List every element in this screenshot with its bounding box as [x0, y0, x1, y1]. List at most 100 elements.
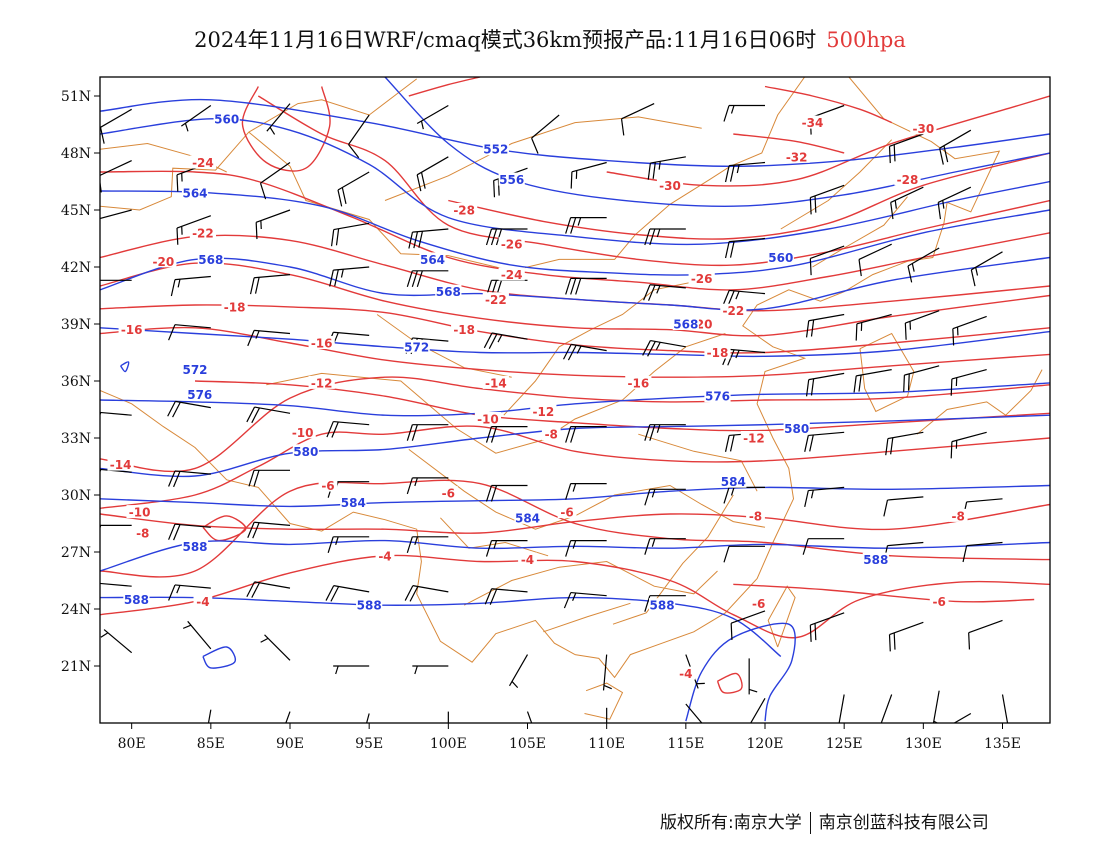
- wind-barb: [485, 426, 528, 443]
- wind-barb: [888, 621, 924, 652]
- wind-barb: [485, 484, 528, 502]
- height-contour-label-bg: [403, 339, 430, 353]
- height-contour-label: 588: [357, 599, 382, 613]
- title-level: 500hpa: [826, 28, 906, 52]
- height-contour-label-bg: [419, 252, 446, 266]
- x-tick-label: 135E: [984, 736, 1021, 752]
- temperature-contour-label: -10: [477, 413, 499, 427]
- temperature-contour-label: -16: [311, 337, 333, 351]
- height-contour-line: [100, 118, 1050, 246]
- height-contour-label-bg: [767, 250, 794, 264]
- wind-barb: [962, 498, 1003, 519]
- wind-barb: [248, 469, 290, 487]
- temperature-contour-line: [100, 503, 1050, 534]
- y-tick-label: 36N: [61, 374, 91, 390]
- x-tick-label: 110E: [588, 736, 625, 752]
- height-contour-label: 552: [483, 143, 508, 157]
- map-title: 2024年11月16日WRF/cmaq模式36km预报产品:11月16日06时 5…: [0, 24, 1100, 54]
- wind-barb: [904, 310, 940, 340]
- temperature-contour-label-bg: [625, 375, 652, 389]
- temperature-contour-line: [716, 672, 743, 694]
- temperature-contour-label: -20: [152, 255, 174, 269]
- temperature-contour-label: -6: [752, 597, 765, 611]
- height-contour-label-bg: [197, 252, 224, 266]
- y-tick-label: 27N: [61, 545, 91, 561]
- wind-barb: [404, 585, 449, 602]
- wind-barb: [326, 420, 370, 438]
- temperature-contour-label-bg: [150, 254, 177, 268]
- wind-barb: [485, 539, 528, 557]
- temperature-contour-label: -18: [707, 346, 729, 360]
- height-contour-label-bg: [181, 362, 209, 376]
- temperature-contour-label-bg: [482, 292, 509, 306]
- temperature-contour-line: [100, 170, 1050, 291]
- border-line: [638, 433, 758, 492]
- temperature-contour-label-bg: [482, 375, 509, 389]
- border-line: [463, 560, 718, 606]
- temperature-contour-label: -4: [378, 549, 391, 563]
- wind-barb: [903, 365, 940, 392]
- wind-barb: [939, 129, 972, 165]
- temperature-contour-label-bg: [133, 526, 153, 539]
- temperature-contour-label: -16: [121, 323, 143, 337]
- wind-barb: [937, 186, 972, 220]
- temperature-contour-label: -8: [136, 527, 149, 541]
- temperature-contour-line: [100, 326, 1050, 378]
- wind-barb: [168, 324, 211, 341]
- temperature-contour-label: -30: [912, 122, 934, 136]
- wind-barb: [484, 588, 528, 605]
- wind-barb: [602, 654, 612, 691]
- height-contour-label: 580: [784, 422, 809, 436]
- wind-barb: [644, 228, 686, 246]
- wind-barb: [100, 524, 132, 530]
- temperature-contour-label-bg: [688, 271, 715, 285]
- temperature-contour-label-bg: [308, 375, 335, 389]
- wind-barb: [750, 697, 766, 723]
- wind-barb: [723, 545, 765, 563]
- wind-barb: [100, 582, 132, 587]
- wind-barb: [883, 541, 924, 563]
- height-contour-label: 584: [515, 511, 540, 525]
- temperature-contour-label: -28: [453, 204, 475, 218]
- wind-barb: [176, 215, 212, 245]
- temperature-contour-label: -6: [442, 487, 455, 501]
- wind-barb: [249, 274, 291, 295]
- wind-barb: [805, 313, 845, 338]
- height-contour-label: 580: [293, 445, 318, 459]
- height-contour-line: [100, 256, 1050, 311]
- height-contour-line: [100, 484, 1050, 508]
- height-contour-label: 560: [214, 112, 239, 126]
- temperature-labels: -34 -32 -30 -30 -28 -28 -26 -26 -24 -24 -22 -22 -22 -…: [107, 115, 968, 681]
- temperature-contour-label-bg: [740, 431, 768, 444]
- temperature-contour-label: -18: [453, 323, 475, 337]
- wind-barb: [685, 703, 703, 723]
- x-tick-label: 130E: [905, 736, 942, 752]
- temperature-contour-line: [448, 152, 1050, 240]
- wind-barb: [259, 162, 291, 200]
- height-contour-label-bg: [482, 142, 509, 156]
- height-contour-label: 564: [420, 253, 445, 267]
- temperature-contour-label: -8: [951, 509, 964, 523]
- height-contour-label: 572: [404, 340, 429, 354]
- border-line: [916, 369, 1043, 435]
- border-line: [408, 449, 766, 530]
- wind-barb: [724, 237, 766, 259]
- height-contour-label-bg: [783, 421, 810, 435]
- temperature-contour-label-bg: [676, 666, 696, 680]
- wind-barb: [508, 654, 529, 689]
- map-frame: [99, 76, 1051, 724]
- wind-barb: [247, 521, 291, 539]
- temperature-contour-label-bg: [107, 457, 134, 471]
- temperature-contour-label-bg: [318, 478, 338, 492]
- wind-barb: [327, 536, 370, 553]
- wind-barb: [968, 619, 1003, 650]
- temperature-contour-label: -6: [321, 479, 334, 493]
- temperature-contour-label-bg: [530, 404, 557, 418]
- temperature-contour-label-bg: [894, 172, 921, 186]
- copyright-left: 版权所有:南京大学: [660, 813, 802, 833]
- height-contour-label: 588: [182, 540, 207, 554]
- temperature-contour-line: [733, 133, 845, 154]
- height-contour-label: 556: [499, 173, 524, 187]
- y-tick-label: 24N: [61, 602, 91, 618]
- temperature-contour-label: -10: [129, 506, 151, 520]
